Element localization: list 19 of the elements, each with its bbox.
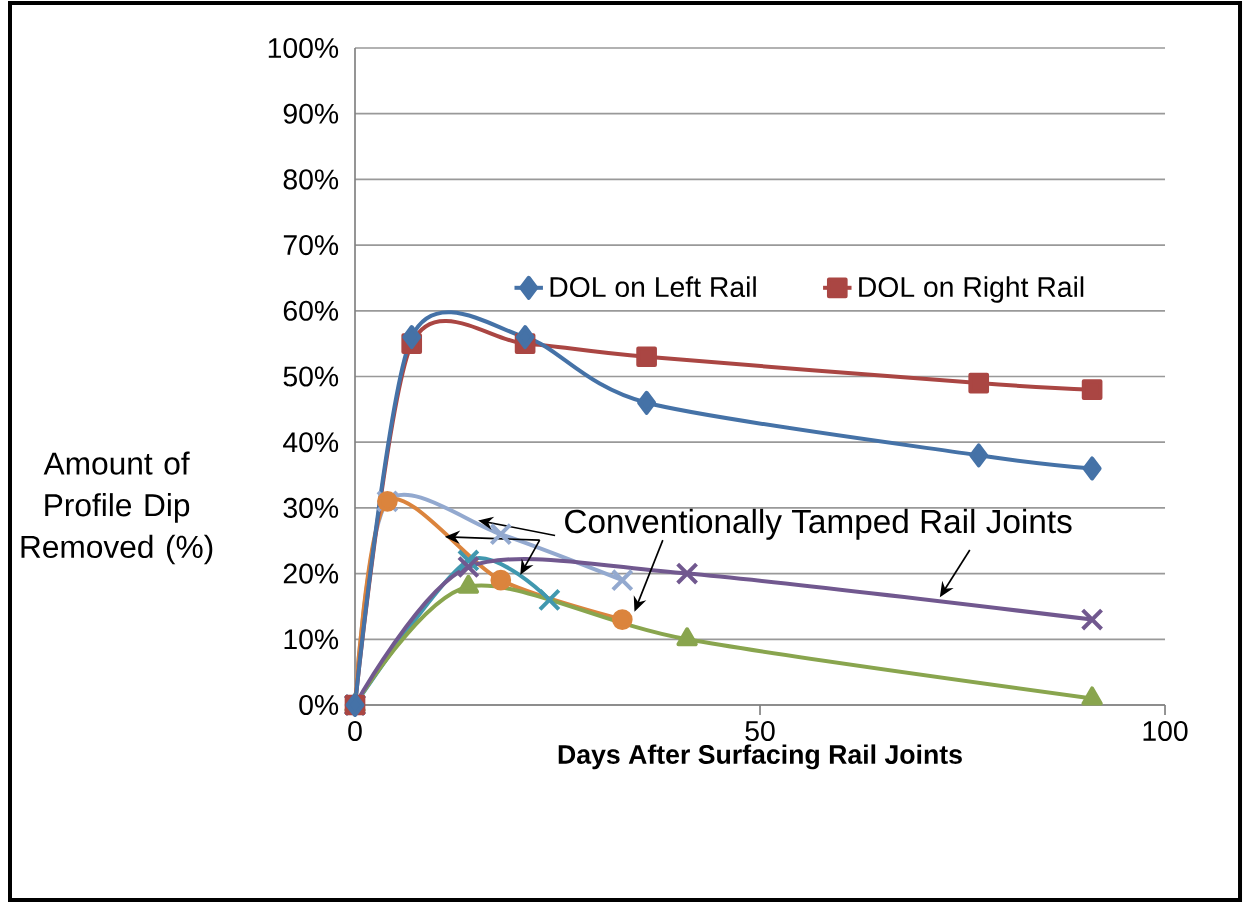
x-tick-label: 0 bbox=[348, 720, 362, 741]
y-tick-label: 10% bbox=[284, 629, 339, 650]
y-tick-label: 20% bbox=[283, 563, 339, 584]
y-tick-label: 50% bbox=[283, 366, 339, 387]
x-tick-label: 50 bbox=[745, 720, 775, 741]
y-tick-label: 0% bbox=[299, 694, 339, 716]
y-tick-label: 40% bbox=[283, 432, 339, 453]
y-axis-title: Amount of Profile Dip Removed (%) bbox=[21, 451, 213, 565]
x-tick-label: 100 bbox=[1143, 720, 1188, 741]
y-tick-label: 70% bbox=[283, 235, 339, 256]
y-tick-label: 60% bbox=[283, 300, 339, 321]
legend-label: DOL on Left Rail bbox=[550, 276, 756, 298]
y-tick-label: 30% bbox=[283, 497, 339, 518]
x-axis-title: Days After Surfacing Rail Joints bbox=[558, 744, 962, 770]
y-tick-label: 100% bbox=[268, 37, 339, 59]
y-tick-label: 90% bbox=[283, 103, 339, 124]
legend-label: DOL on Right Rail bbox=[859, 276, 1084, 303]
annotation: Conventionally Tamped Rail Joints bbox=[565, 508, 1072, 540]
y-tick-label: 80% bbox=[283, 169, 339, 190]
